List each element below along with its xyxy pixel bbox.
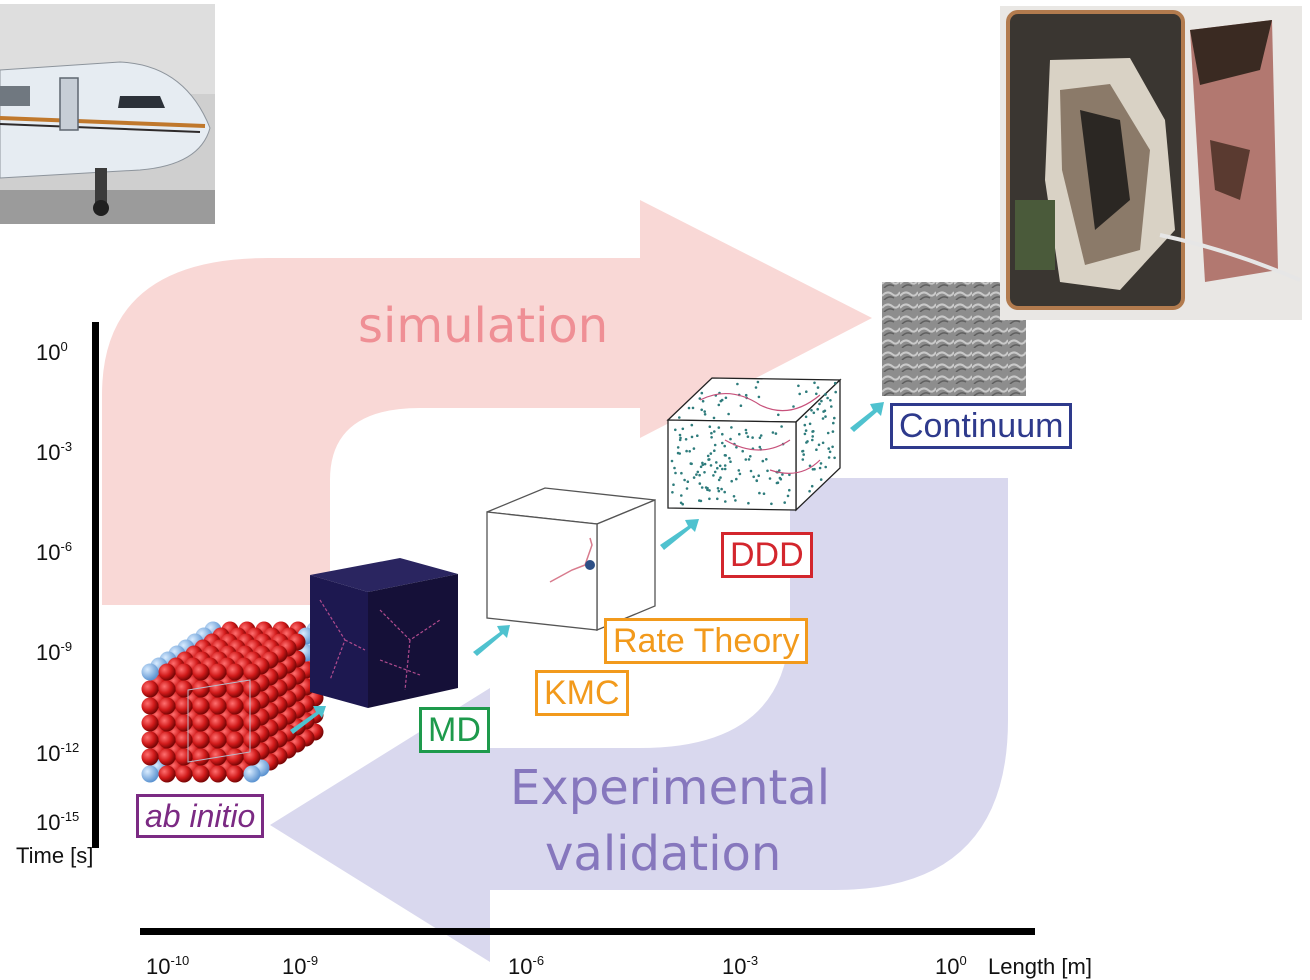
md-cube <box>310 558 458 708</box>
length-tick: 10-9 <box>282 953 319 979</box>
length-axis-title: Length [m] <box>988 954 1092 979</box>
method-continuum: Continuum <box>890 403 1073 449</box>
experimental-label: Experimental <box>510 760 831 816</box>
method-kmc: KMC <box>535 670 629 716</box>
kmc-cube <box>486 487 656 631</box>
scale-transition-arrows <box>290 402 884 734</box>
ddd-cube <box>666 377 842 512</box>
length-tick: 100 <box>935 953 967 979</box>
length-tick: 10-10 <box>146 953 190 979</box>
length-axis-line <box>140 928 1035 935</box>
method-rate-theory: Rate Theory <box>604 618 809 664</box>
time-tick: 10-3 <box>36 439 73 465</box>
atom-lattice-cube <box>141 621 324 783</box>
simulation-arrow <box>102 200 872 605</box>
burnt-battery-photo <box>1000 6 1302 320</box>
length-tick: 10-6 <box>508 953 545 979</box>
experimental-validation-arrow <box>270 478 1008 962</box>
method-ddd: DDD <box>721 532 813 578</box>
time-tick: 10-15 <box>36 809 80 835</box>
simulation-label: simulation <box>358 298 609 354</box>
method-md: MD <box>419 707 490 753</box>
time-tick: 10-9 <box>36 639 73 665</box>
time-axis-line <box>92 322 99 848</box>
airplane-photo <box>0 4 215 224</box>
time-axis-title: Time [s] <box>16 843 94 868</box>
validation-label: validation <box>545 826 782 882</box>
time-tick: 10-12 <box>36 740 80 766</box>
method-ab-initio: ab initio <box>136 794 265 838</box>
time-tick: 100 <box>36 339 68 365</box>
time-tick: 10-6 <box>36 539 73 565</box>
length-tick: 10-3 <box>722 953 759 979</box>
